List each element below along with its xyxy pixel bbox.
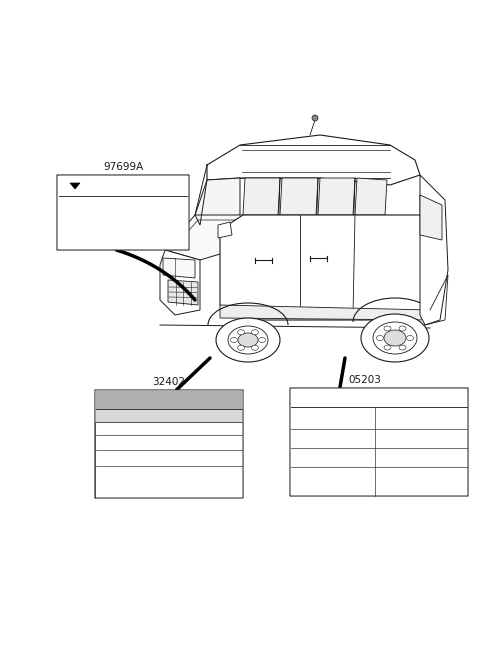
Polygon shape: [160, 250, 200, 315]
Ellipse shape: [216, 318, 280, 362]
Ellipse shape: [399, 326, 406, 331]
Ellipse shape: [259, 337, 265, 342]
Polygon shape: [165, 215, 250, 260]
Polygon shape: [70, 183, 80, 189]
Ellipse shape: [399, 345, 406, 350]
Polygon shape: [163, 258, 195, 278]
Ellipse shape: [238, 333, 258, 347]
Ellipse shape: [373, 322, 417, 354]
Polygon shape: [355, 178, 387, 215]
Text: 05203: 05203: [348, 375, 381, 385]
Ellipse shape: [252, 330, 259, 335]
Ellipse shape: [407, 335, 413, 340]
Ellipse shape: [252, 345, 259, 350]
FancyBboxPatch shape: [95, 390, 243, 498]
Polygon shape: [280, 178, 318, 215]
Text: 97699A: 97699A: [103, 162, 143, 172]
Ellipse shape: [230, 337, 238, 342]
FancyBboxPatch shape: [96, 390, 242, 411]
Ellipse shape: [376, 335, 384, 340]
Polygon shape: [420, 175, 448, 325]
Polygon shape: [168, 280, 198, 305]
Ellipse shape: [361, 314, 429, 362]
Polygon shape: [318, 178, 355, 215]
Polygon shape: [195, 178, 240, 225]
Ellipse shape: [384, 345, 391, 350]
Ellipse shape: [228, 326, 268, 354]
Ellipse shape: [238, 345, 244, 350]
FancyBboxPatch shape: [290, 388, 468, 496]
Polygon shape: [420, 195, 442, 240]
Ellipse shape: [238, 330, 244, 335]
Ellipse shape: [384, 330, 406, 346]
FancyBboxPatch shape: [57, 175, 189, 250]
Ellipse shape: [312, 115, 318, 121]
Polygon shape: [243, 178, 280, 215]
Polygon shape: [220, 305, 430, 320]
Ellipse shape: [384, 326, 391, 331]
Bar: [96, 409, 242, 422]
Text: 32402: 32402: [153, 377, 185, 387]
Polygon shape: [218, 222, 232, 238]
Polygon shape: [220, 215, 430, 320]
